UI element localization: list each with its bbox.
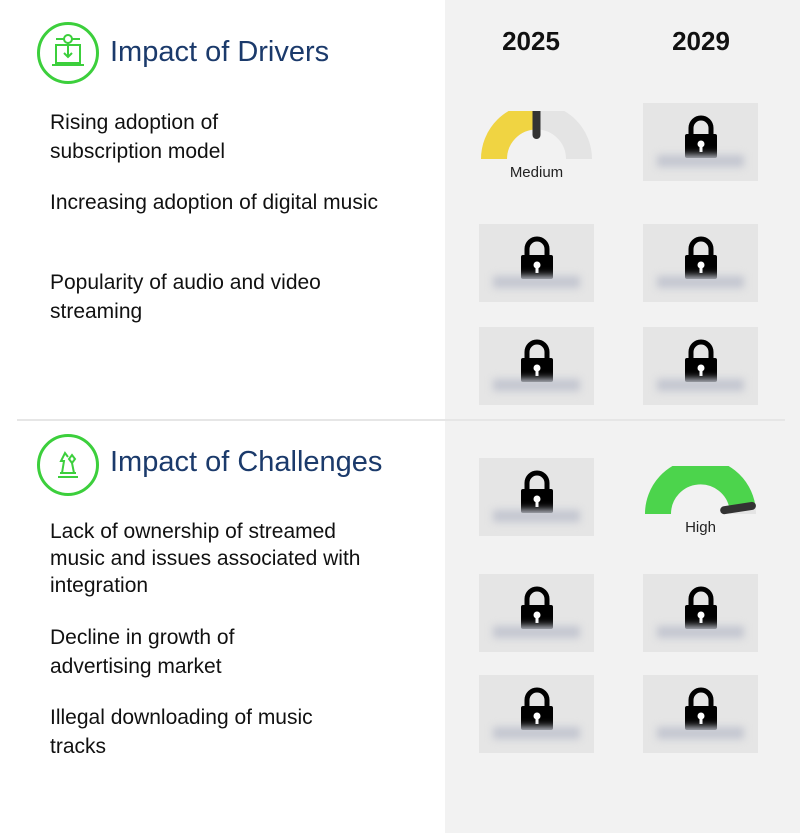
gauge-needle [720, 501, 756, 515]
gauge-high: High [643, 458, 758, 536]
locked-impact-cell[interactable] [643, 224, 758, 302]
lock-icon [521, 687, 553, 730]
blurred-text [657, 626, 744, 638]
blurred-text [493, 727, 580, 739]
year-2025-header: 2025 [502, 26, 560, 56]
locked-impact-cell[interactable] [479, 675, 594, 753]
lock-icon [521, 470, 553, 513]
locked-impact-cell[interactable] [479, 458, 594, 536]
locked-impact-cell[interactable] [643, 574, 758, 652]
lock-icon [685, 115, 717, 158]
challenge-item: Decline in growth of advertising market [50, 626, 235, 678]
blurred-text [657, 727, 744, 739]
blurred-text [493, 510, 580, 522]
blurred-text [657, 379, 744, 391]
blurred-text [657, 155, 744, 167]
lock-icon [521, 586, 553, 629]
chess-pieces-icon [37, 434, 99, 496]
drivers-title: Impact of Drivers [110, 36, 330, 68]
computer-download-icon [37, 22, 99, 84]
blurred-text [493, 276, 580, 288]
driver-item: Rising adoption of subscription model [50, 111, 226, 163]
gauge-arc [644, 458, 756, 515]
locked-impact-cell[interactable] [643, 103, 758, 181]
lock-icon [685, 236, 717, 279]
blurred-text [657, 276, 744, 288]
challenges-title: Impact of Challenges [110, 446, 383, 478]
challenge-item: Illegal downloading of music tracks [50, 706, 313, 758]
gauge-arc [481, 103, 592, 160]
gauge-label: High [685, 519, 716, 536]
locked-impact-cell[interactable] [479, 574, 594, 652]
year-2029-header: 2029 [672, 26, 730, 56]
section-divider [17, 419, 785, 421]
blurred-text [493, 379, 580, 391]
locked-impact-cell[interactable] [479, 224, 594, 302]
driver-item: Increasing adoption of digital music [50, 191, 379, 214]
locked-impact-cell[interactable] [643, 327, 758, 405]
lock-icon [685, 339, 717, 382]
lock-icon [685, 687, 717, 730]
lock-icon [685, 586, 717, 629]
blurred-text [493, 626, 580, 638]
lock-icon [521, 236, 553, 279]
gauge-medium: Medium [479, 103, 594, 181]
gauge-label: Medium [509, 164, 564, 181]
locked-impact-cell[interactable] [643, 675, 758, 753]
locked-impact-cell[interactable] [479, 327, 594, 405]
driver-item: Popularity of audio and video streaming [50, 271, 321, 323]
lock-icon [521, 339, 553, 382]
challenge-item: Lack of ownership of streamed music and … [50, 520, 361, 597]
